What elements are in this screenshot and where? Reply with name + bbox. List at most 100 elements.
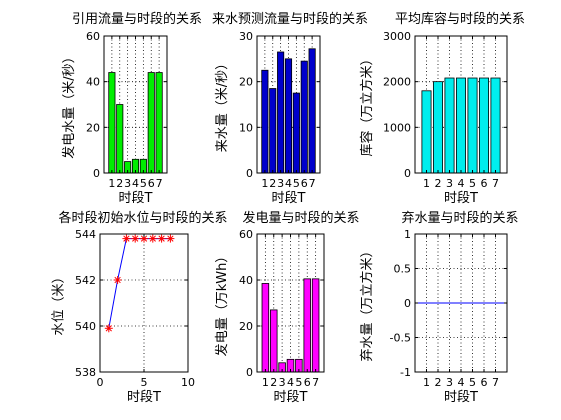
bar	[432, 81, 443, 174]
data-point	[157, 234, 166, 243]
bar	[155, 72, 163, 174]
x-tick-label: 3	[124, 177, 131, 190]
x-tick-label: 1	[423, 376, 430, 389]
x-tick-label: 3	[446, 376, 453, 389]
y-tick-label: 20	[86, 121, 100, 134]
x-tick-label: 1	[261, 177, 268, 190]
marker-stroke	[140, 235, 148, 242]
x-tick-label: 3	[279, 376, 286, 389]
y-axis-label: 弃水量（万立方米）	[359, 244, 375, 361]
bar	[300, 60, 308, 174]
bar	[269, 309, 278, 373]
subplot-p3: 0 1000 2000 3000 1 2 3 4 5 6 7 时段T 库容（万立方米） 平均库容与时段的关…	[359, 11, 525, 206]
x-tick-label: 6	[481, 376, 488, 389]
y-tick-label: 1	[404, 228, 411, 241]
y-tick-label: 0	[404, 297, 411, 310]
x-axis-label: 时段T	[272, 191, 306, 206]
data-point	[113, 276, 122, 284]
x-tick-label: 2	[116, 177, 123, 190]
x-tick-label: 6	[148, 177, 155, 190]
subplot-title: 平均库容与时段的关系	[395, 11, 525, 27]
bar	[478, 77, 489, 174]
x-tick-label: 7	[312, 376, 319, 389]
subplot-title: 来水预测流量与时段的关系	[212, 11, 368, 27]
x-tick-label: 5	[469, 177, 476, 190]
subplot-title: 发电量与时段的关系	[242, 210, 359, 226]
bar	[116, 104, 124, 174]
y-axis-label: 来水量（米/秒）	[215, 57, 230, 152]
y-tick-label: -1	[400, 366, 411, 379]
x-tick-label: 4	[285, 177, 292, 190]
y-tick-label: 2000	[383, 76, 411, 89]
y-axis-label: 发电量（万kWh）	[214, 250, 230, 357]
x-tick-label: 7	[492, 177, 499, 190]
bar	[269, 88, 277, 174]
x-tick-label: 1	[108, 177, 115, 190]
bar	[303, 278, 311, 373]
bar	[277, 51, 285, 174]
bar	[261, 283, 270, 373]
x-tick-label: 5	[140, 177, 147, 190]
y-tick-label: 544	[75, 228, 96, 241]
x-tick-label: 0	[97, 376, 104, 389]
x-tick-label: 5	[141, 376, 148, 389]
bar	[467, 77, 478, 174]
x-tick-label: 3	[446, 177, 453, 190]
y-tick-label: 542	[75, 274, 96, 287]
x-tick-label: 10	[181, 376, 195, 389]
x-axis-label: 时段T	[274, 390, 308, 405]
y-tick-label: 60	[86, 30, 100, 43]
x-tick-label: 1	[262, 376, 269, 389]
bar	[421, 90, 432, 174]
x-axis-label: 时段T	[444, 191, 478, 206]
x-tick-label: 6	[301, 177, 308, 190]
y-tick-label: 0	[93, 167, 100, 180]
bar	[284, 58, 293, 174]
x-tick-label: 6	[304, 376, 311, 389]
x-tick-label: 2	[270, 376, 277, 389]
bar	[108, 72, 116, 174]
x-tick-label: 6	[481, 177, 488, 190]
y-tick-label: 540	[75, 320, 96, 333]
bar	[455, 77, 466, 174]
subplot-p5: 0 20 40 60 1 2 3 4 5 6 7 时段T 发电量（万kWh） 发电量与时段的关系	[214, 210, 360, 405]
y-tick-label: 60	[239, 228, 253, 241]
y-tick-label: 20	[239, 76, 253, 89]
x-tick-label: 4	[458, 376, 465, 389]
marker-stroke	[132, 235, 139, 242]
marker-stroke	[158, 235, 165, 242]
x-tick-label: 3	[277, 177, 284, 190]
x-tick-label: 5	[293, 177, 300, 190]
y-tick-label: 1000	[383, 121, 411, 134]
data-point	[122, 234, 131, 243]
x-tick-label: 7	[156, 177, 163, 190]
bar	[147, 72, 155, 174]
y-tick-label: 0	[246, 167, 253, 180]
x-tick-label: 4	[458, 177, 465, 190]
y-tick-label: 20	[239, 320, 253, 333]
data-point	[166, 234, 175, 243]
y-tick-label: 0	[404, 167, 411, 180]
data-point	[148, 234, 157, 243]
x-tick-label: 2	[435, 177, 442, 190]
x-axis-label: 时段T	[119, 191, 153, 206]
y-tick-label: 0.5	[394, 263, 412, 276]
plot-area	[100, 234, 188, 372]
x-axis-label: 时段T	[127, 390, 161, 405]
subplot-title: 引用流量与时段的关系	[72, 11, 202, 27]
bar	[311, 278, 320, 373]
y-axis-label: 发电水量（米/秒）	[61, 50, 77, 158]
marker-stroke	[123, 235, 130, 242]
marker-stroke	[167, 235, 174, 242]
x-tick-label: 4	[287, 376, 294, 389]
x-axis-label: 时段T	[444, 390, 478, 405]
y-tick-label: 10	[239, 121, 253, 134]
y-axis-label: 水位（米）	[52, 270, 67, 335]
marker-stroke	[105, 325, 112, 332]
x-tick-label: 2	[435, 376, 442, 389]
x-tick-label: 4	[132, 177, 139, 190]
